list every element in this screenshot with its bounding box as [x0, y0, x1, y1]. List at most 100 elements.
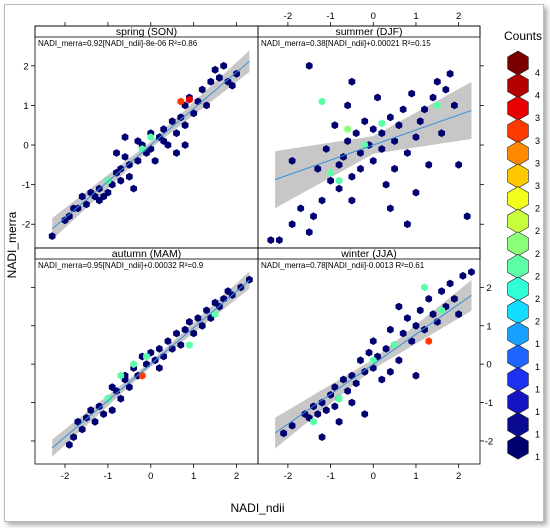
hex-bin: [65, 440, 73, 449]
hex-bin: [186, 318, 193, 326]
hex-bin: [310, 212, 317, 221]
x-tick-label: -2: [61, 471, 69, 482]
panel-border: [257, 247, 481, 465]
hex-bin: [395, 356, 403, 365]
hex-bin: [280, 429, 287, 438]
hex-bin-highlight: [147, 133, 155, 141]
chart-axes: -2 -1 0 1 2 -2 -1 0 1 2 -2 -1 0 1 2 -2 -1 0 1 2 -2 -1 0 1 2 NADI_…: [5, 11, 493, 515]
hex-bin: [348, 196, 356, 205]
legend-label: 1: [535, 430, 540, 440]
hex-bin: [459, 271, 467, 280]
hex-bin: [369, 157, 377, 165]
hex-bin: [173, 329, 180, 338]
hex-bin: [190, 329, 198, 338]
legend-label: 3: [535, 113, 540, 123]
hex-bin-highlight: [177, 97, 185, 106]
hex-bin: [113, 149, 120, 157]
legend-swatch: [507, 141, 529, 166]
legend-label: 3: [535, 136, 540, 146]
hex-bin: [198, 321, 206, 330]
legend-swatch: [507, 276, 529, 302]
hex-bin: [357, 356, 364, 365]
hex-bin-highlight: [117, 371, 125, 380]
hex-bin: [74, 204, 82, 213]
y-tick-label: 2: [23, 61, 28, 72]
fit-line: [274, 109, 472, 181]
hex-bin: [387, 113, 394, 122]
hex-bin: [177, 113, 185, 122]
hex-bin: [322, 406, 330, 415]
y-tick-label: 0: [486, 360, 491, 371]
hex-bin: [451, 295, 458, 303]
hex-bin-highlight: [138, 371, 146, 380]
x-tick-label: 2: [456, 471, 461, 482]
hex-bin: [412, 371, 420, 380]
hex-bin: [344, 101, 351, 110]
x-tick-label: -1: [326, 11, 334, 22]
panel-equation: NADI_merra=0.78[NADI_ndii]-0.0013 R²=0.6…: [261, 261, 425, 270]
hex-bin: [228, 81, 236, 90]
fit-line: [51, 279, 250, 449]
hex-bin-highlight: [130, 360, 137, 369]
hex-bin-highlight: [211, 310, 219, 319]
hex-bin: [374, 93, 381, 102]
panel-2: autumn (MAM)NADI_merra=0.95[NADI_ndii]+0…: [34, 247, 259, 465]
hex-bin: [194, 314, 202, 322]
hex-bin-highlight: [425, 337, 433, 345]
hex-bin: [344, 137, 351, 145]
hex-bin: [297, 204, 305, 213]
legend-swatch: [507, 254, 529, 279]
hex-bin: [181, 121, 189, 130]
chart-legend: Counts 4 4 3 3 3 3 2 2 2 2 2 2 1 1 1 1 1 1: [504, 29, 542, 462]
hex-bin-highlight: [310, 417, 317, 426]
hex-bin: [369, 337, 377, 345]
legend-swatch: [507, 208, 529, 234]
hex-bin-highlight: [438, 306, 445, 315]
y-tick-label: -2: [485, 436, 493, 447]
hex-bin: [399, 329, 407, 338]
hex-bin: [74, 417, 82, 426]
legend-label: 2: [535, 249, 540, 259]
hex-bin: [455, 310, 462, 319]
legend-label: 1: [535, 384, 540, 394]
legend-swatch: [507, 118, 529, 144]
x-tick-label: 0: [371, 11, 376, 22]
panel-title: summer (DJF): [335, 26, 402, 38]
hex-bin-highlight: [143, 352, 150, 361]
hex-bin: [331, 402, 339, 411]
hex-bin: [335, 417, 343, 426]
legend-swatch: [507, 321, 529, 347]
hex-bin: [348, 398, 356, 407]
x-tick-label: -2: [284, 11, 292, 22]
hex-bin: [387, 204, 394, 213]
hex-bin: [203, 101, 210, 110]
hex-bin: [335, 184, 343, 193]
hex-bin: [421, 105, 428, 114]
hex-bin: [121, 153, 129, 161]
hex-bin-highlight: [318, 97, 326, 106]
hex-bin: [446, 279, 454, 288]
hex-bin: [391, 164, 398, 173]
hex-bin-highlight: [378, 119, 386, 128]
hex-bin: [91, 417, 99, 426]
hex-bin: [331, 121, 339, 130]
legend-label: 1: [535, 452, 540, 462]
hex-bin: [288, 157, 296, 165]
hex-bin: [177, 341, 185, 349]
legend-swatch: [507, 367, 529, 392]
panel-plot-area: [48, 50, 250, 240]
hex-bin: [134, 157, 142, 165]
panel-title: spring (SON): [116, 26, 177, 38]
hex-bin-highlight: [327, 168, 334, 177]
x-tick-label: 2: [456, 11, 461, 22]
hex-bin: [442, 85, 450, 94]
hex-bin: [288, 421, 296, 430]
hex-bin: [233, 69, 240, 78]
panel-equation: NADI_merra=0.92[NADI_ndii]-8e-06 R²=0.86: [38, 39, 198, 48]
y-tick-label: -2: [22, 220, 30, 231]
panel-0: spring (SON)NADI_merra=0.92[NADI_ndii]-8…: [34, 25, 259, 249]
hex-bin: [130, 184, 137, 193]
panel-3: winter (JJA)NADI_merra=0.78[NADI_ndii]-0…: [257, 247, 481, 465]
y-tick-label: -1: [22, 180, 30, 191]
hex-bin: [340, 375, 347, 384]
